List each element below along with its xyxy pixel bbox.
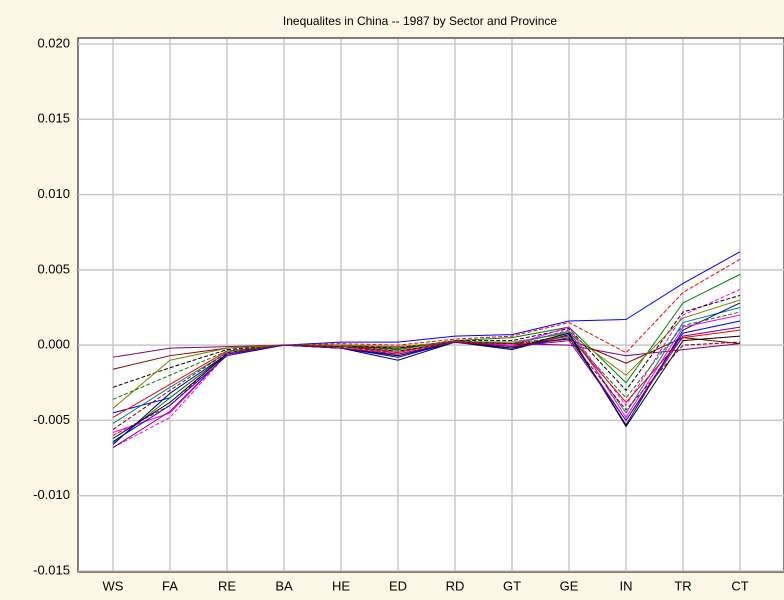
x-tick-label: FA bbox=[162, 578, 178, 593]
x-tick-label: TR bbox=[674, 578, 691, 593]
plot-area bbox=[77, 37, 784, 573]
y-tick-label: 0.015 bbox=[37, 111, 70, 126]
y-tick-label: 0.010 bbox=[37, 186, 70, 201]
y-tick-label: -0.010 bbox=[33, 487, 70, 502]
series-line bbox=[112, 311, 741, 400]
x-tick-label: WS bbox=[103, 578, 124, 593]
x-tick-label: CT bbox=[731, 578, 748, 593]
chart-title: Inequalites in China -- 1987 by Sector a… bbox=[283, 14, 557, 28]
x-tick-label: GE bbox=[560, 578, 579, 593]
y-tick-label: -0.015 bbox=[33, 562, 70, 577]
x-tick-label: RD bbox=[446, 578, 465, 593]
x-tick-label: ED bbox=[389, 578, 407, 593]
series-line bbox=[112, 338, 741, 430]
x-tick-label: RE bbox=[218, 578, 236, 593]
y-tick-label: -0.005 bbox=[33, 412, 70, 427]
series-line bbox=[112, 332, 741, 439]
series-line bbox=[112, 302, 741, 445]
x-tick-label: IN bbox=[620, 578, 633, 593]
x-tick-label: HE bbox=[332, 578, 350, 593]
series-line bbox=[112, 326, 741, 448]
series-line bbox=[112, 288, 741, 448]
y-tick-label: 0.005 bbox=[37, 261, 70, 276]
series-line bbox=[112, 299, 741, 409]
x-tick-label: GT bbox=[503, 578, 521, 593]
x-tick-label: BA bbox=[275, 578, 293, 593]
y-tick-label: 0.020 bbox=[37, 35, 70, 50]
y-tick-label: 0.000 bbox=[37, 337, 70, 352]
